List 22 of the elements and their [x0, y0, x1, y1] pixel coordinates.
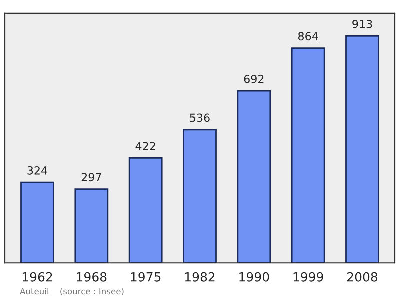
bar — [291, 48, 326, 264]
x-tick-label: 1962 — [22, 272, 52, 282]
x-tick-label: 1968 — [77, 272, 107, 282]
x-tick-label: 1982 — [185, 272, 215, 282]
bar — [128, 158, 163, 264]
x-tick-label: 1990 — [240, 272, 270, 282]
bar — [346, 35, 380, 264]
bar — [237, 90, 272, 264]
data-label: 913 — [352, 20, 372, 28]
bar — [20, 182, 54, 264]
data-label: 324 — [28, 166, 48, 175]
data-label: 864 — [298, 32, 318, 41]
text: Auteuil (source : Insee) — [20, 288, 124, 296]
data-label: 422 — [136, 142, 156, 150]
x-tick-label: 2008 — [348, 272, 378, 282]
bar — [74, 188, 109, 264]
data-label: 297 — [82, 173, 102, 182]
bar — [183, 129, 217, 264]
data-label: 536 — [190, 114, 210, 122]
x-tick-label: 1975 — [131, 272, 161, 282]
data-label: 692 — [244, 74, 264, 84]
x-tick-label: 1999 — [294, 272, 324, 282]
